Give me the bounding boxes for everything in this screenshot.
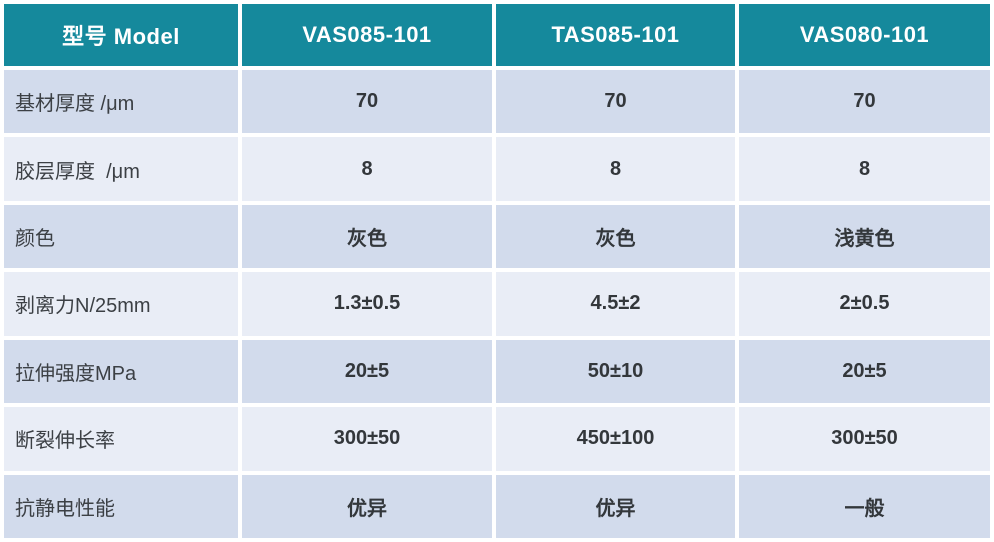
cell-value: 优异 [496,474,735,538]
cell-value: 300±50 [739,407,990,471]
header-model-label: 型号 Model [4,4,238,66]
cell-value: 浅黄色 [739,204,990,269]
cell-value: 8 [242,137,492,201]
cell-value: 450±100 [496,407,735,471]
cell-value: 8 [739,137,990,201]
cell-value: 70 [496,70,735,134]
cell-value: 优异 [242,474,492,538]
table-row-color: 颜色 灰色 灰色 浅黄色 [4,204,990,269]
table-row-elongation: 断裂伸长率 300±50 450±100 300±50 [4,407,990,471]
table-row-peel-force: 剥离力N/25mm 1.3±0.5 4.5±2 2±0.5 [4,272,990,336]
cell-value: 4.5±2 [496,272,735,336]
cell-value: 1.3±0.5 [242,272,492,336]
table-row-adhesive-thickness: 胶层厚度 /μm 8 8 8 [4,137,990,201]
header-row: 型号 Model VAS085-101 TAS085-101 VAS080-10… [4,4,990,66]
row-label: 抗静电性能 [4,474,238,538]
header-col-vas085-101: VAS085-101 [242,4,492,66]
row-label: 拉伸强度MPa [4,339,238,404]
cell-value: 50±10 [496,339,735,404]
cell-value: 一般 [739,474,990,538]
table-row-antistatic: 抗静电性能 优异 优异 一般 [4,474,990,538]
header-col-vas080-101: VAS080-101 [739,4,990,66]
cell-value: 2±0.5 [739,272,990,336]
table-row-tensile-strength: 拉伸强度MPa 20±5 50±10 20±5 [4,339,990,404]
row-label: 断裂伸长率 [4,407,238,471]
cell-value: 300±50 [242,407,492,471]
cell-value: 20±5 [242,339,492,404]
row-label: 剥离力N/25mm [4,272,238,336]
cell-value: 灰色 [496,204,735,269]
row-label: 基材厚度 /μm [4,70,238,134]
cell-value: 8 [496,137,735,201]
row-label: 胶层厚度 /μm [4,137,238,201]
cell-value: 70 [739,70,990,134]
cell-value: 70 [242,70,492,134]
table-row-substrate-thickness: 基材厚度 /μm 70 70 70 [4,70,990,134]
row-label: 颜色 [4,204,238,269]
cell-value: 灰色 [242,204,492,269]
cell-value: 20±5 [739,339,990,404]
header-col-tas085-101: TAS085-101 [496,4,735,66]
